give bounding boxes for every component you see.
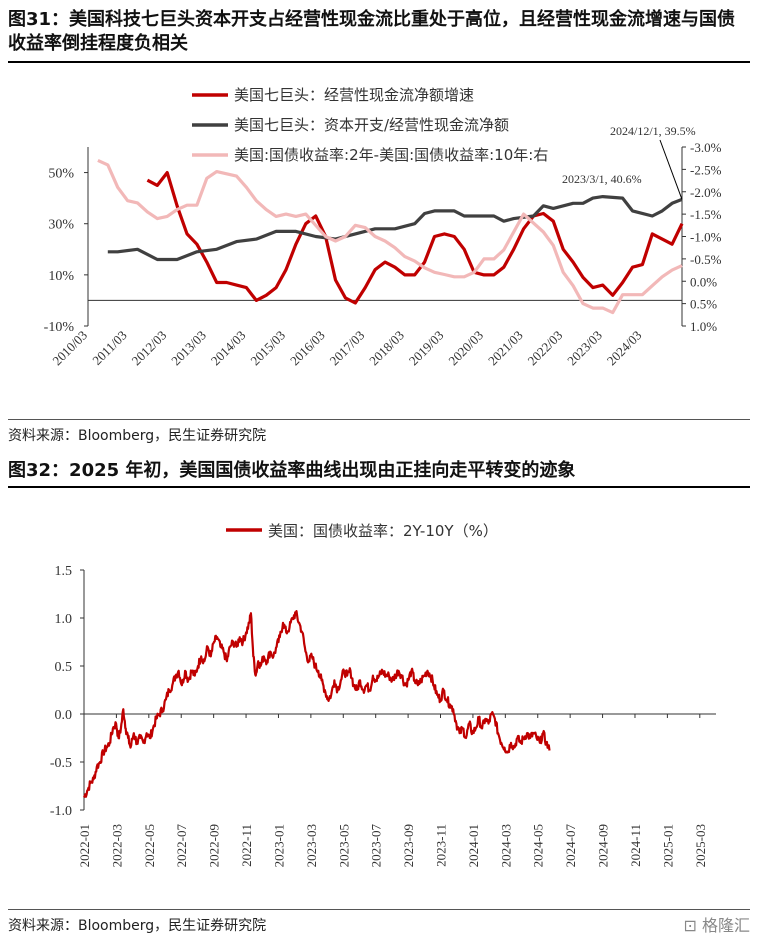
figure31-title: 图31：美国科技七巨头资本开支占经营性现金流比重处于高位，且经营性现金流增速与国…	[8, 9, 736, 54]
figure31-source: 资料来源：Bloomberg，民生证券研究院	[8, 428, 267, 444]
figure32-source: 资料来源：Bloomberg，民生证券研究院	[8, 918, 267, 934]
x-tick-label: 2024-09	[596, 824, 611, 867]
right-y-tick-label: -2.5%	[690, 162, 722, 177]
yield-spread-2y10y-line	[83, 610, 551, 798]
annotation-label: 2024/12/1, 39.5%	[610, 124, 696, 138]
x-tick-label: 2023-05	[336, 824, 351, 867]
x-tick-label: 2024-01	[466, 824, 481, 867]
left-y-tick-label: -10%	[44, 320, 75, 335]
figure32-source-rule	[8, 909, 750, 910]
x-tick-label: 2024-05	[531, 824, 546, 867]
x-tick-label: 2024-07	[563, 824, 578, 868]
y-tick-label: 1.0	[55, 612, 73, 627]
right-y-tick-label: -1.0%	[690, 230, 722, 245]
right-y-tick-label: 0.5%	[690, 297, 717, 312]
x-tick-label: 2023-11	[434, 824, 449, 867]
cash-flow-growth-line	[146, 171, 684, 305]
right-y-tick-label: -3.0%	[690, 140, 722, 155]
right-y-tick-label: 1.0%	[690, 319, 717, 334]
figure31-source-rule	[8, 419, 750, 420]
x-tick-label: 2015/03	[247, 328, 288, 369]
x-tick-label: 2019/03	[406, 328, 447, 369]
yield-spread-line	[97, 158, 683, 315]
right-y-tick-label: -1.5%	[690, 207, 722, 222]
y-tick-label: 1.5	[55, 564, 73, 579]
capex-ratio-line	[107, 195, 683, 262]
x-tick-label: 2023/03	[564, 328, 605, 369]
x-tick-label: 2014/03	[208, 328, 249, 369]
x-tick-label: 2022-07	[174, 824, 189, 868]
x-tick-label: 2022-11	[239, 824, 254, 867]
right-y-tick-label: -2.0%	[690, 185, 722, 200]
figure31-chart: 50% 30% 10% -10% -3.0% -2.5% -2.0% -1.5% -1.0% -0…	[44, 86, 722, 369]
x-tick-label: 2024/03	[604, 328, 645, 369]
x-tick-label: 2024-03	[498, 824, 513, 867]
x-tick-label: 2022-05	[142, 824, 157, 867]
y-tick-label: -1.0	[50, 804, 72, 819]
x-tick-label: 2011/03	[89, 328, 129, 368]
legend-label: 美国七巨头：经营性现金流净额增速	[234, 86, 474, 104]
x-tick-label: 2017/03	[327, 328, 368, 369]
x-tick-label: 2025-03	[693, 824, 708, 867]
x-tick-label: 2016/03	[287, 328, 328, 369]
x-tick-label: 2022-01	[77, 824, 92, 867]
watermark-text: 格隆汇	[701, 916, 750, 935]
left-y-tick-label: 10%	[48, 269, 74, 284]
x-tick-label: 2022-03	[109, 824, 124, 867]
x-tick-label: 2018/03	[366, 328, 407, 369]
right-y-tick-label: 0.0%	[690, 274, 717, 289]
x-tick-label: 2022-09	[207, 824, 222, 867]
x-tick-label: 2023-07	[369, 824, 384, 868]
watermark-icon: ⊡	[683, 916, 697, 935]
x-tick-label: 2025-01	[660, 824, 675, 867]
x-tick-label: 2013/03	[168, 328, 209, 369]
x-tick-label: 2021/03	[485, 328, 526, 369]
left-y-tick-label: 50%	[48, 167, 74, 182]
x-tick-label: 2024-11	[628, 824, 643, 867]
figure31-title-rule	[8, 61, 750, 63]
legend-label: 美国：国债收益率：2Y-10Y（%）	[268, 522, 498, 540]
y-tick-label: -0.5	[50, 756, 72, 771]
right-y-tick-label: -0.5%	[690, 252, 722, 267]
x-tick-label: 2023-01	[271, 824, 286, 867]
left-y-tick-label: 30%	[48, 218, 74, 233]
x-tick-label: 2012/03	[129, 328, 170, 369]
watermark-logo: ⊡ 格隆汇	[683, 912, 750, 936]
figure32-title-rule	[8, 486, 750, 488]
x-tick-label: 2022/03	[525, 328, 566, 369]
legend-label: 美国:国债收益率:2年-美国:国债收益率:10年:右	[234, 146, 548, 164]
y-tick-label: 0.0	[55, 708, 73, 723]
annotation-leader	[659, 139, 683, 200]
x-tick-label: 2023-03	[304, 824, 319, 867]
figure32-title: 图32：2025 年初，美国国债收益率曲线出现由正挂向走平转变的迹象	[8, 460, 576, 481]
figure32-chart: 1.5 1.0 0.5 0.0 -0.5 -1.0 2022-01 2022-03 2022-0…	[50, 522, 716, 868]
annotation-label: 2023/3/1, 40.6%	[562, 172, 642, 186]
y-tick-label: 0.5	[55, 660, 73, 675]
x-tick-label: 2020/03	[445, 328, 486, 369]
legend-label: 美国七巨头：资本开支/经营性现金流净额	[234, 116, 509, 134]
x-tick-label: 2023-09	[401, 824, 416, 867]
